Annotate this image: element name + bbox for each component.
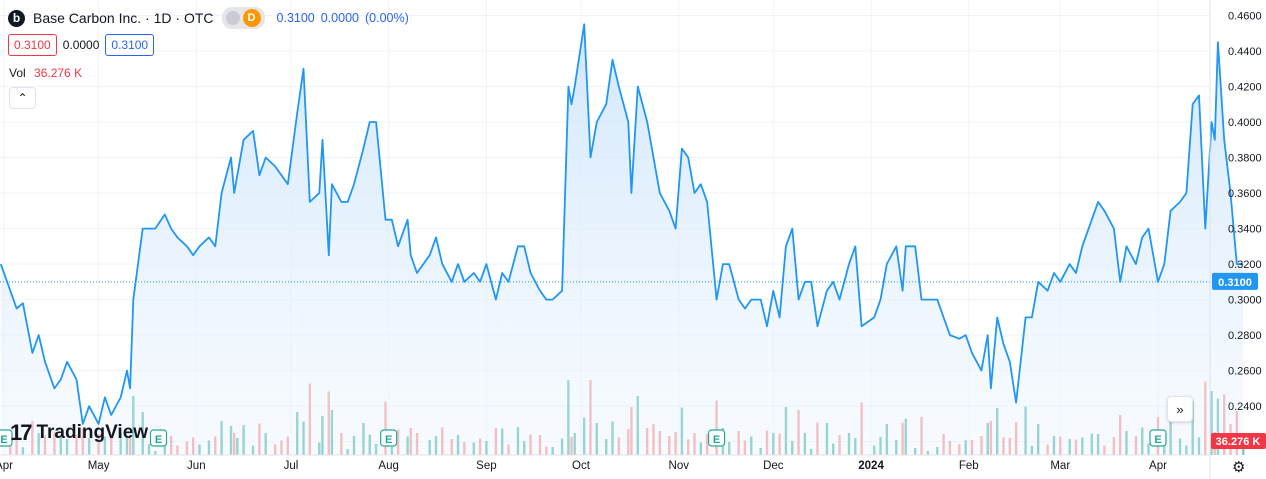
earnings-marker-label: E [155, 434, 162, 446]
y-tick-label: 0.3200 [1228, 259, 1262, 271]
price-area-fill [0, 24, 1244, 456]
y-tick-label: 0.3800 [1228, 153, 1262, 165]
volume-value: 36.276 K [34, 66, 83, 80]
y-tick-label: 0.3000 [1228, 295, 1262, 307]
delayed-badge: D [242, 9, 261, 27]
x-tick-label: May [88, 460, 110, 472]
earnings-marker-label: E [1154, 434, 1161, 446]
market-status-pill[interactable]: D [221, 7, 265, 29]
symbol-header: b Base Carbon Inc. · 1D · OTC D 0.3100 0… [8, 7, 409, 29]
scroll-to-realtime-button[interactable]: » [1167, 396, 1193, 422]
volume-legend: Vol 36.276 K [9, 66, 82, 80]
x-tick-label: Feb [959, 460, 979, 472]
x-tick-label: Sep [476, 460, 496, 472]
volume-tag-label: 36.276 K [1216, 436, 1261, 448]
x-tick-label: Mar [1050, 460, 1070, 472]
spread-value: 0.0000 [62, 38, 100, 52]
y-tick-label: 0.4200 [1228, 81, 1262, 93]
gear-icon: ⚙ [1232, 459, 1246, 476]
earnings-marker-label: E [0, 434, 7, 446]
ask-price[interactable]: 0.3100 [105, 34, 155, 56]
last-price-tag [1212, 272, 1258, 290]
double-chevron-right-icon: » [1176, 401, 1184, 417]
x-tick-label: Aug [378, 460, 398, 472]
y-tick-label: 0.2400 [1228, 401, 1262, 413]
x-tick-label: Oct [572, 460, 591, 472]
last-price-label: 0.3100 [1218, 277, 1252, 289]
x-tick-label: Jun [187, 460, 206, 472]
y-tick-label: 0.4000 [1228, 117, 1262, 129]
collapse-legend-button[interactable]: ⌃ [9, 87, 36, 109]
tradingview-logo[interactable]: 17 TradingView [10, 420, 148, 446]
y-tick-label: 0.2600 [1228, 366, 1262, 378]
volume-label: Vol [9, 66, 26, 80]
price-change-pct: (0.00%) [364, 11, 409, 25]
x-tick-label: Apr [1149, 460, 1167, 472]
earnings-marker [0, 429, 13, 447]
symbol-title[interactable]: Base Carbon Inc. · 1D · OTC [33, 10, 214, 26]
y-tick-label: 0.2800 [1228, 330, 1262, 342]
x-tick-label: Nov [669, 460, 690, 472]
symbol-logo: b [8, 9, 25, 27]
price-area [0, 23, 1244, 456]
y-tick-label: 0.3600 [1228, 188, 1262, 200]
earnings-marker [707, 429, 726, 447]
chevron-up-icon: ⌃ [17, 91, 28, 105]
y-tick-label: 0.4600 [1228, 10, 1262, 22]
x-tick-label: Jul [284, 460, 299, 472]
earnings-marker-label: E [385, 434, 392, 446]
x-tick-label: Apr [0, 460, 13, 472]
bid-ask-row: 0.3100 0.0000 0.3100 [8, 34, 155, 56]
earnings-marker [149, 429, 168, 447]
x-tick-label: 2024 [858, 460, 884, 472]
earnings-marker-label: E [713, 434, 720, 446]
price-summary: 0.3100 0.0000 (0.00%) [277, 11, 409, 25]
tradingview-mark: 17 [10, 420, 33, 445]
price-change: 0.0000 [320, 11, 359, 25]
chart-settings-button[interactable]: ⚙ [1232, 458, 1245, 476]
bid-price[interactable]: 0.3100 [8, 34, 57, 56]
earnings-marker [380, 429, 398, 447]
y-tick-label: 0.3400 [1228, 224, 1262, 236]
status-dot-icon [225, 11, 240, 25]
earnings-marker [1149, 429, 1167, 447]
y-tick-label: 0.4400 [1228, 46, 1262, 58]
price-line [0, 23, 1244, 425]
tradingview-text: TradingView [36, 422, 149, 443]
last-price: 0.3100 [276, 11, 315, 25]
volume-tag [1211, 433, 1266, 449]
x-tick-label: Dec [763, 460, 784, 472]
